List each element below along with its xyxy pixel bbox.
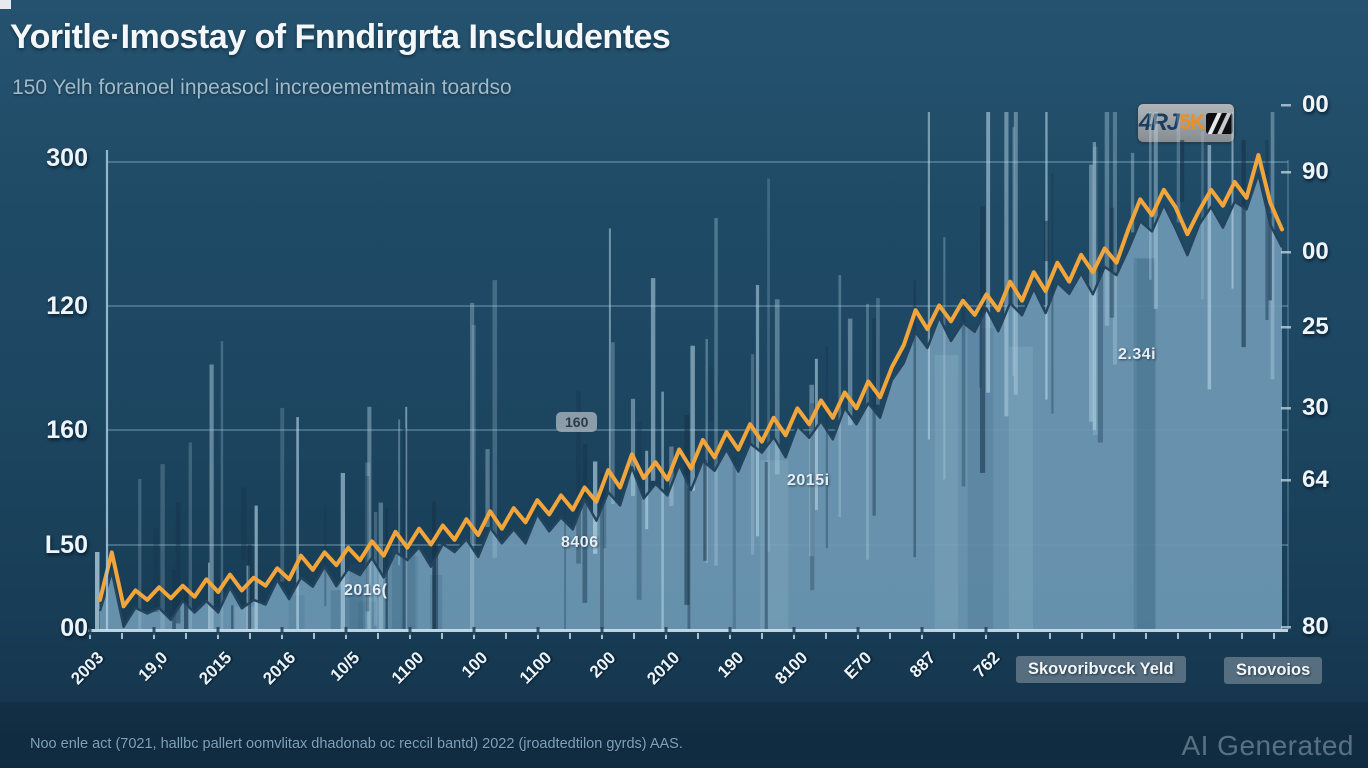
y-axis-right-label: 25 (1302, 313, 1329, 340)
brand-badge: 4RJ 5K (1138, 104, 1234, 142)
chart-annotation: 8406 (561, 534, 599, 551)
chart-annotation: 2015i (787, 472, 830, 489)
y-axis-right-label: 90 (1302, 158, 1329, 185)
y-axis-left-label: 00 (60, 614, 88, 642)
y-axis-right-label: 30 (1302, 394, 1329, 421)
y-axis-left-label: 120 (46, 292, 88, 320)
corner-artifact (0, 0, 11, 9)
badge-orange-text: 5K (1179, 111, 1205, 134)
y-axis-right-label: 64 (1302, 466, 1329, 493)
flag-stripes-icon (1206, 112, 1234, 134)
chart-annotation: 2.34i (1118, 346, 1157, 363)
y-axis-left-label: 300 (46, 144, 88, 172)
y-axis-right-label: 00 (1302, 238, 1329, 265)
chart-annotation: 2016( (344, 582, 388, 599)
y-axis-right-label: 00 (1302, 91, 1329, 118)
legend-item-yield[interactable]: Skovoribvcck Yeld (1016, 656, 1186, 683)
footer-band (0, 702, 1368, 768)
page-subtitle: 150 Yelh foranoel inpeasocl increoementm… (12, 76, 512, 99)
y-axis-left-label: L50 (44, 531, 88, 559)
chart-tooltip-pill: 160 (556, 412, 598, 432)
footnote: Noo enle act (7021, hallbc pallert oomvl… (30, 736, 683, 752)
y-axis-left-label: 160 (46, 416, 88, 444)
y-axis-right-label: 80 (1302, 613, 1329, 640)
legend-item-sources[interactable]: Snovoios (1224, 657, 1323, 684)
page-title: Yoritle·Imostay of Fnndirgrta Inscludent… (10, 18, 671, 56)
ai-generated-watermark: AI Generated (1181, 730, 1354, 761)
badge-navy-text: 4RJ (1138, 109, 1180, 136)
